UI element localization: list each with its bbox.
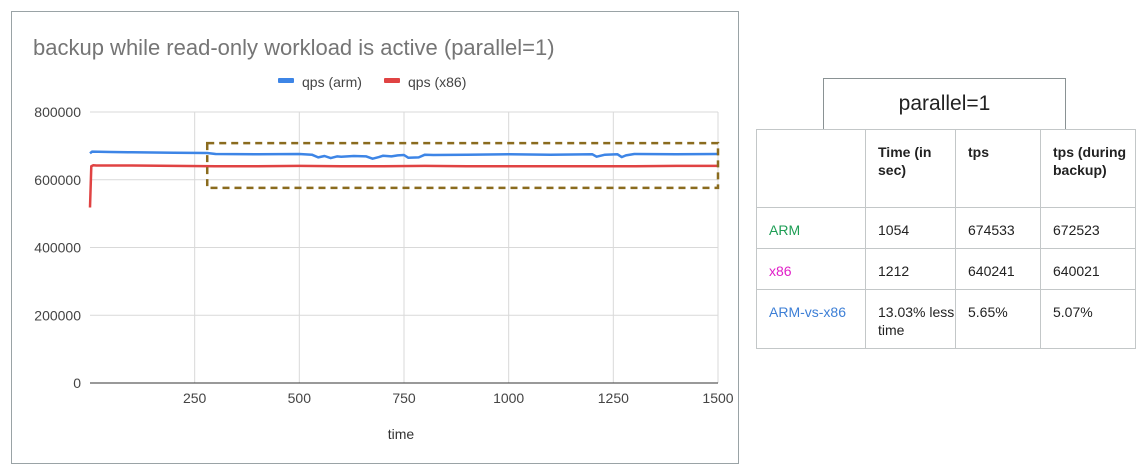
legend-swatch xyxy=(278,78,294,83)
series-line-arm xyxy=(89,150,719,160)
header-cell-time: Time (in sec) xyxy=(865,129,956,208)
table-row-arm-vs-x86: ARM-vs-x86 13.03% less time 5.65% 5.07% xyxy=(756,289,1136,349)
x-tick-label: 750 xyxy=(392,390,416,406)
legend-label: qps (x86) xyxy=(408,74,466,90)
header-cell-empty xyxy=(756,129,866,208)
cell-diff-tps: 5.65% xyxy=(955,289,1041,349)
row-label-x86: x86 xyxy=(756,248,866,290)
series-line-x86 xyxy=(88,163,718,208)
table-header-row: Time (in sec) tps tps (during backup) xyxy=(756,129,1136,208)
header-cell-tps: tps xyxy=(955,129,1041,208)
header-cell-tps-backup: tps (during backup) xyxy=(1040,129,1136,208)
y-tick-label: 800000 xyxy=(34,104,81,120)
y-tick-label: 200000 xyxy=(34,307,81,323)
x-tick-label: 1250 xyxy=(598,390,629,406)
cell-arm-tps: 674533 xyxy=(955,207,1041,249)
y-tick-label: 600000 xyxy=(34,172,81,188)
x-tick-label: 500 xyxy=(288,390,312,406)
x-tick-label: 1000 xyxy=(493,390,524,406)
x-axis-label: time xyxy=(388,426,415,442)
x-tick-label: 1500 xyxy=(702,390,733,406)
cell-x86-time: 1212 xyxy=(865,248,956,290)
row-label-arm: ARM xyxy=(756,207,866,249)
table-row-x86: x86 1212 640241 640021 xyxy=(756,248,1136,290)
cell-arm-tps-backup: 672523 xyxy=(1040,207,1136,249)
cell-x86-tps-backup: 640021 xyxy=(1040,248,1136,290)
y-tick-label: 0 xyxy=(73,375,81,391)
chart-title: backup while read-only workload is activ… xyxy=(33,35,555,60)
table-title: parallel=1 xyxy=(823,78,1066,130)
annotation-dashed-box xyxy=(205,141,720,190)
x-tick-label: 250 xyxy=(183,390,207,406)
line-chart: backup while read-only workload is activ… xyxy=(33,35,734,442)
cell-x86-tps: 640241 xyxy=(955,248,1041,290)
cell-arm-time: 1054 xyxy=(865,207,956,249)
legend-swatch xyxy=(384,78,400,83)
legend-label: qps (arm) xyxy=(302,74,362,90)
cell-diff-tps-backup: 5.07% xyxy=(1040,289,1136,349)
stats-table: Time (in sec) tps tps (during backup) AR… xyxy=(756,129,1136,349)
y-tick-label: 400000 xyxy=(34,240,81,256)
chart-panel: backup while read-only workload is activ… xyxy=(11,11,739,464)
table-row-arm: ARM 1054 674533 672523 xyxy=(756,207,1136,249)
row-label-arm-vs-x86: ARM-vs-x86 xyxy=(756,289,866,349)
cell-diff-time: 13.03% less time xyxy=(865,289,956,349)
